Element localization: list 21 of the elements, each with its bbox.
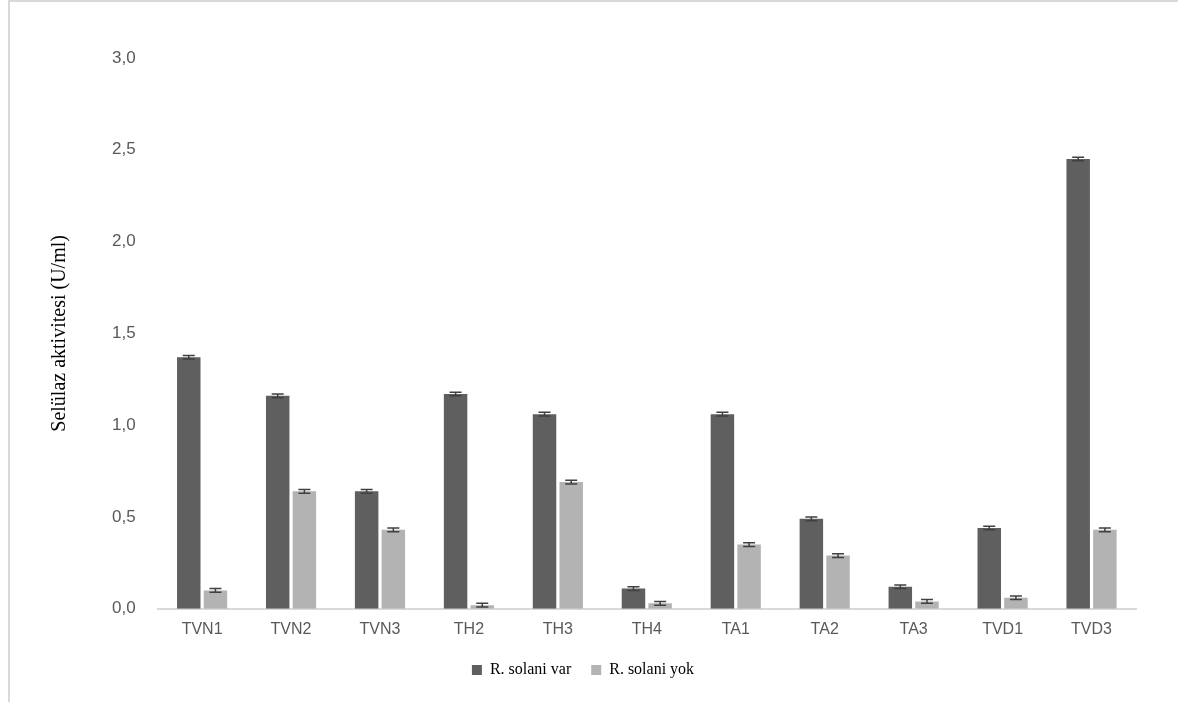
y-tick-label: 1,5	[111, 323, 136, 343]
y-tick-label: 0,0	[111, 598, 136, 618]
x-tick-label: TVN3	[359, 619, 401, 637]
x-tick-label: TH4	[631, 619, 663, 637]
x-tick-label: TH3	[542, 619, 574, 637]
y-tick-label: 0,5	[111, 506, 136, 526]
legend-label: R. solani var	[489, 660, 572, 678]
x-tick-label: TH2	[453, 619, 485, 637]
x-tick-label: TVD1	[982, 619, 1024, 637]
legend-label: R. solani yok	[609, 660, 695, 679]
y-tick-label: 2,0	[111, 231, 136, 251]
y-tick-label: 1,0	[111, 414, 136, 434]
x-tick-label: TVN1	[181, 619, 223, 637]
x-tick-label: TVD3	[1071, 619, 1113, 637]
x-tick-label: TVN2	[270, 619, 312, 637]
y-axis-title: Selülaz aktivitesi (U/ml)	[47, 235, 71, 432]
y-tick-label: 2,5	[111, 139, 136, 159]
x-tick-label: TA1	[721, 619, 750, 637]
x-tick-label: TA3	[899, 619, 928, 637]
y-tick-label: 3,0	[111, 47, 136, 67]
x-tick-label: TA2	[810, 619, 839, 637]
